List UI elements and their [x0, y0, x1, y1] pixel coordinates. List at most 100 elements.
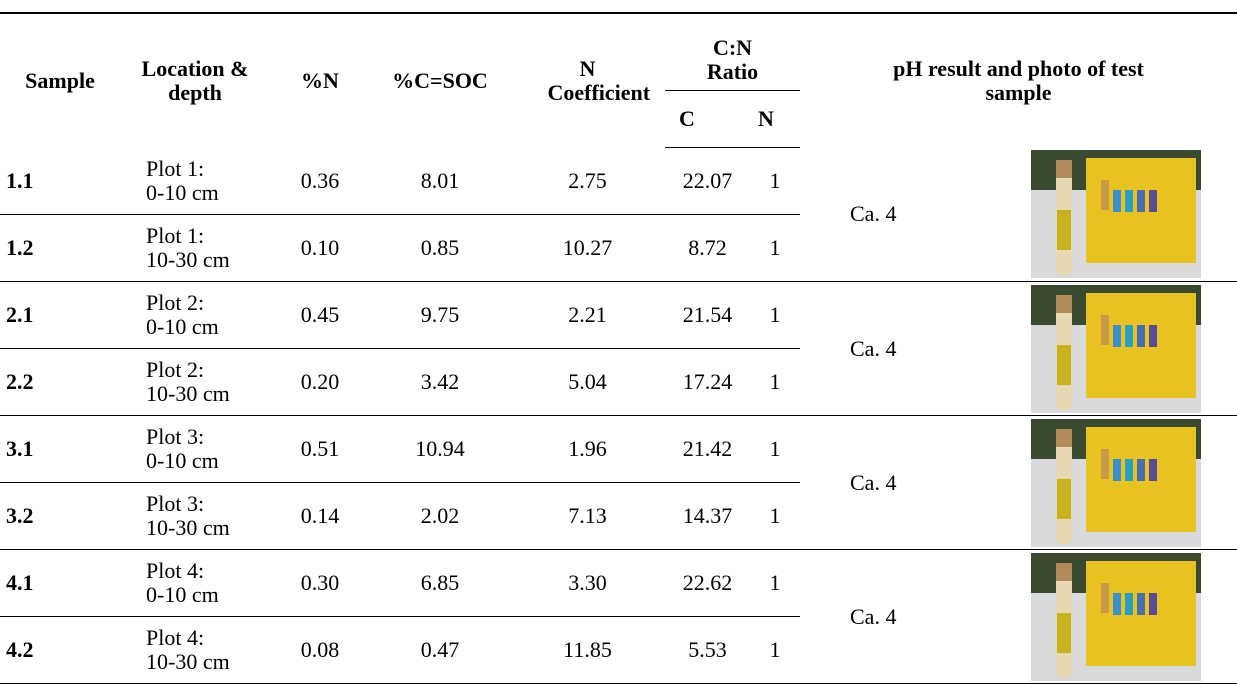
test-photo	[1031, 553, 1201, 681]
sample-cell: 2.1	[0, 282, 120, 349]
location-plot: Plot 2:	[146, 291, 270, 315]
test-photo	[1031, 419, 1201, 547]
value-cell: 11.85	[510, 617, 665, 684]
location-depth: 0-10 cm	[146, 181, 270, 205]
ph-content: Ca. 4	[800, 419, 1237, 547]
header-cell: N	[750, 91, 800, 148]
header-cell: Location & depth	[120, 13, 270, 148]
location-cell: Plot 4:0-10 cm	[120, 550, 270, 617]
value-cell: 1	[750, 617, 800, 684]
ph-result: Ca. 4	[850, 471, 896, 495]
header-text: C:N Ratio	[703, 36, 763, 84]
location-cell: Plot 2:0-10 cm	[120, 282, 270, 349]
value-cell: 0.14	[270, 483, 370, 550]
value-cell: 10.27	[510, 215, 665, 282]
value-cell: 1	[750, 550, 800, 617]
value-cell: 8.01	[370, 148, 510, 215]
value-cell: 21.42	[665, 416, 750, 483]
test-photo	[1031, 150, 1201, 278]
value-cell: 8.72	[665, 215, 750, 282]
location-depth: 10-30 cm	[146, 248, 270, 272]
value-cell: 21.54	[665, 282, 750, 349]
location-cell: Plot 3:10-30 cm	[120, 483, 270, 550]
value-cell: 1	[750, 483, 800, 550]
value-cell: 0.51	[270, 416, 370, 483]
location-plot: Plot 4:	[146, 626, 270, 650]
sample-cell: 3.1	[0, 416, 120, 483]
ph-result: Ca. 4	[850, 605, 896, 629]
location-depth: 0-10 cm	[146, 583, 270, 607]
value-cell: 3.42	[370, 349, 510, 416]
value-cell: 6.85	[370, 550, 510, 617]
location-plot: Plot 4:	[146, 559, 270, 583]
sample-cell: 1.1	[0, 148, 120, 215]
value-cell: 3.30	[510, 550, 665, 617]
ph-cell: Ca. 4	[800, 282, 1237, 416]
location-cell: Plot 3:0-10 cm	[120, 416, 270, 483]
header-cell: Sample	[0, 13, 120, 148]
value-cell: 22.07	[665, 148, 750, 215]
value-cell: 17.24	[665, 349, 750, 416]
ph-content: Ca. 4	[800, 150, 1237, 278]
ph-result: Ca. 4	[850, 337, 896, 361]
value-cell: 2.21	[510, 282, 665, 349]
header-cell: pH result and photo of test sample	[800, 13, 1237, 148]
location-depth: 0-10 cm	[146, 315, 270, 339]
sample-cell: 4.1	[0, 550, 120, 617]
location-plot: Plot 3:	[146, 425, 270, 449]
value-cell: 0.85	[370, 215, 510, 282]
value-cell: 0.20	[270, 349, 370, 416]
location-cell: Plot 4:10-30 cm	[120, 617, 270, 684]
value-cell: 7.13	[510, 483, 665, 550]
ph-cell: Ca. 4	[800, 416, 1237, 550]
header-cell: %C=SOC	[370, 13, 510, 148]
value-cell: 14.37	[665, 483, 750, 550]
value-cell: 1	[750, 349, 800, 416]
sample-cell: 4.2	[0, 617, 120, 684]
value-cell: 1	[750, 416, 800, 483]
value-cell: 22.62	[665, 550, 750, 617]
value-cell: 1	[750, 148, 800, 215]
location-plot: Plot 3:	[146, 492, 270, 516]
value-cell: 2.75	[510, 148, 665, 215]
header-cell: C:N Ratio	[665, 13, 800, 91]
location-depth: 10-30 cm	[146, 650, 270, 674]
location-cell: Plot 1:0-10 cm	[120, 148, 270, 215]
location-depth: 10-30 cm	[146, 516, 270, 540]
ph-content: Ca. 4	[800, 285, 1237, 413]
value-cell: 1.96	[510, 416, 665, 483]
sample-cell: 2.2	[0, 349, 120, 416]
page: Sample Location & depth %N %C=SOC N Coef…	[0, 12, 1237, 683]
value-cell: 0.47	[370, 617, 510, 684]
test-photo	[1031, 285, 1201, 413]
sample-cell: 1.2	[0, 215, 120, 282]
ph-cell: Ca. 4	[800, 550, 1237, 684]
value-cell: 0.08	[270, 617, 370, 684]
value-cell: 0.36	[270, 148, 370, 215]
header-text: Location & depth	[140, 57, 250, 105]
results-table: Sample Location & depth %N %C=SOC N Coef…	[0, 12, 1237, 684]
value-cell: 0.45	[270, 282, 370, 349]
value-cell: 10.94	[370, 416, 510, 483]
ph-cell: Ca. 4	[800, 148, 1237, 282]
value-cell: 0.10	[270, 215, 370, 282]
header-text: N Coefficient	[548, 57, 628, 105]
location-plot: Plot 1:	[146, 224, 270, 248]
value-cell: 5.53	[665, 617, 750, 684]
value-cell: 1	[750, 282, 800, 349]
value-cell: 0.30	[270, 550, 370, 617]
ph-content: Ca. 4	[800, 553, 1237, 681]
value-cell: 9.75	[370, 282, 510, 349]
location-plot: Plot 2:	[146, 358, 270, 382]
header-cell: N Coefficient	[510, 13, 665, 148]
header-cell: %N	[270, 13, 370, 148]
value-cell: 1	[750, 215, 800, 282]
location-cell: Plot 1:10-30 cm	[120, 215, 270, 282]
location-depth: 10-30 cm	[146, 382, 270, 406]
value-cell: 2.02	[370, 483, 510, 550]
